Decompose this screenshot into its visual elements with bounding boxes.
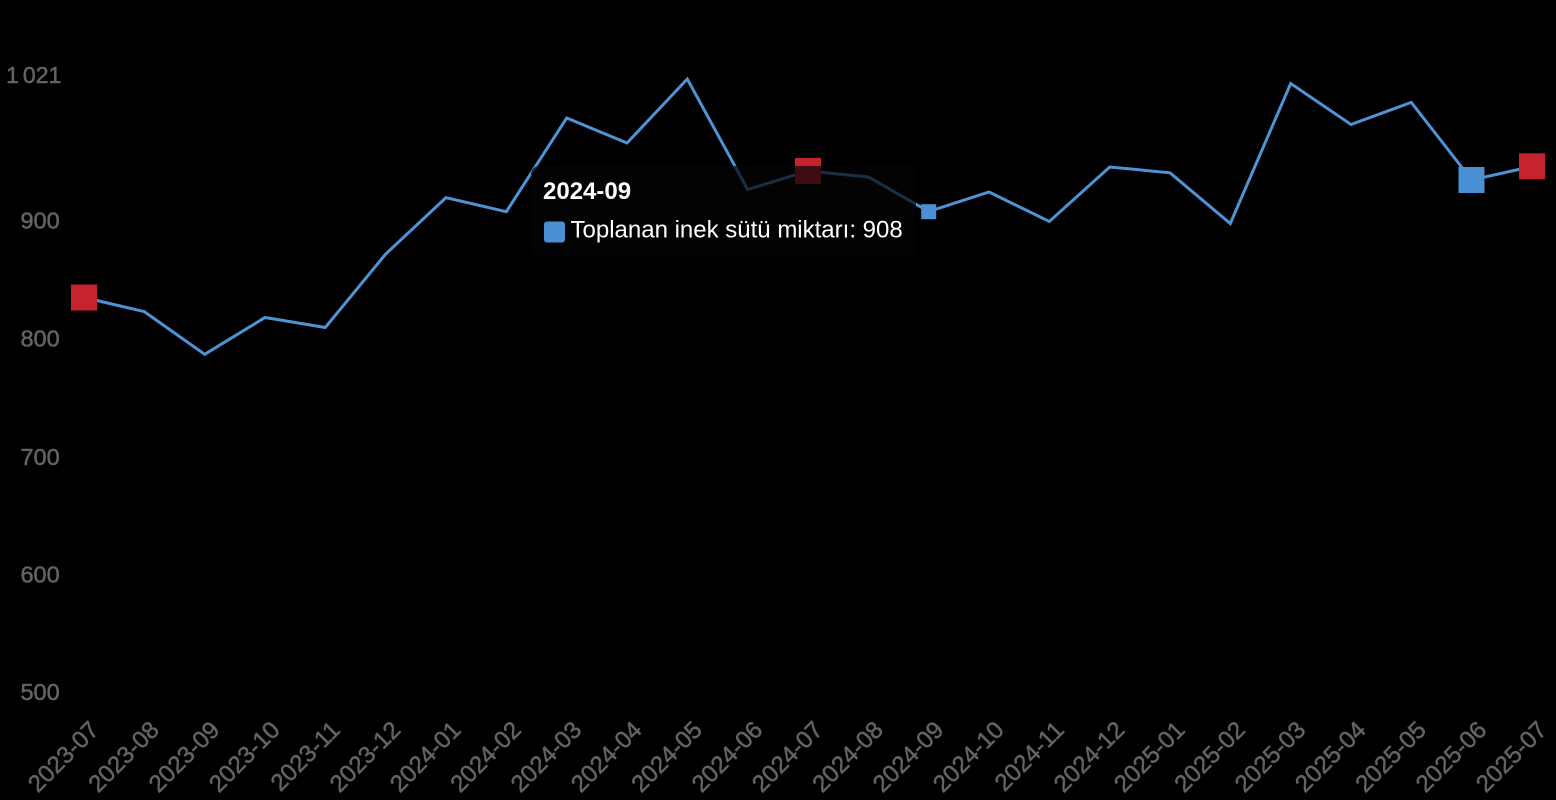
svg-text:600: 600: [20, 562, 59, 588]
svg-text:Toplanan inek sütü miktarı: 90: Toplanan inek sütü miktarı: 908: [571, 217, 903, 244]
svg-text:700: 700: [20, 444, 59, 470]
svg-text:2024-09: 2024-09: [543, 178, 631, 205]
svg-text:800: 800: [20, 325, 59, 351]
svg-text:900: 900: [20, 208, 59, 234]
svg-text:500: 500: [20, 679, 59, 705]
